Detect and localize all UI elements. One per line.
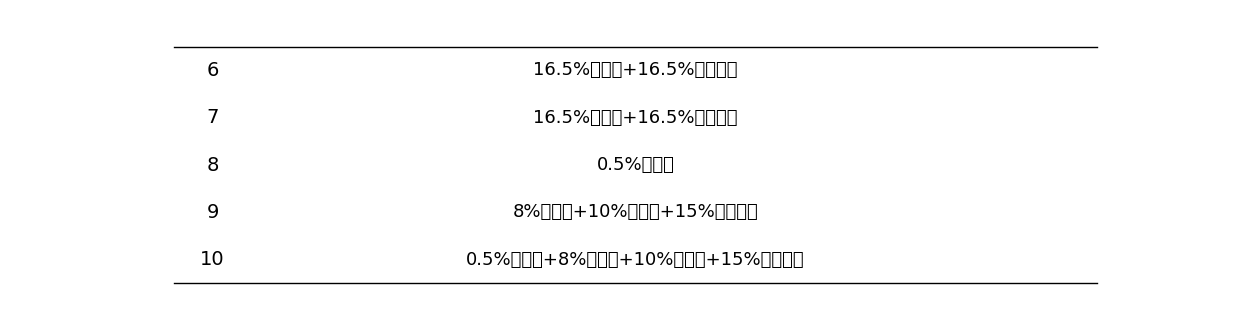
Text: 0.5%聚谷氨: 0.5%聚谷氨: [596, 156, 675, 174]
Text: 10: 10: [201, 250, 224, 269]
Text: 7: 7: [207, 108, 218, 127]
Text: 0.5%聚谷氨+8%丙草胺+10%丁草胺+15%苄嘧磺隆: 0.5%聚谷氨+8%丙草胺+10%丁草胺+15%苄嘧磺隆: [466, 251, 805, 269]
Text: 6: 6: [207, 61, 218, 80]
Text: 9: 9: [207, 203, 218, 222]
Text: 8: 8: [207, 156, 218, 175]
Text: 16.5%丁草胺+16.5%苄嘧磺隆: 16.5%丁草胺+16.5%苄嘧磺隆: [533, 109, 738, 127]
Text: 16.5%丙草胺+16.5%苄嘧磺隆: 16.5%丙草胺+16.5%苄嘧磺隆: [533, 61, 738, 79]
Text: 8%丙草胺+10%丁草胺+15%苄嘧磺隆: 8%丙草胺+10%丁草胺+15%苄嘧磺隆: [512, 203, 759, 221]
